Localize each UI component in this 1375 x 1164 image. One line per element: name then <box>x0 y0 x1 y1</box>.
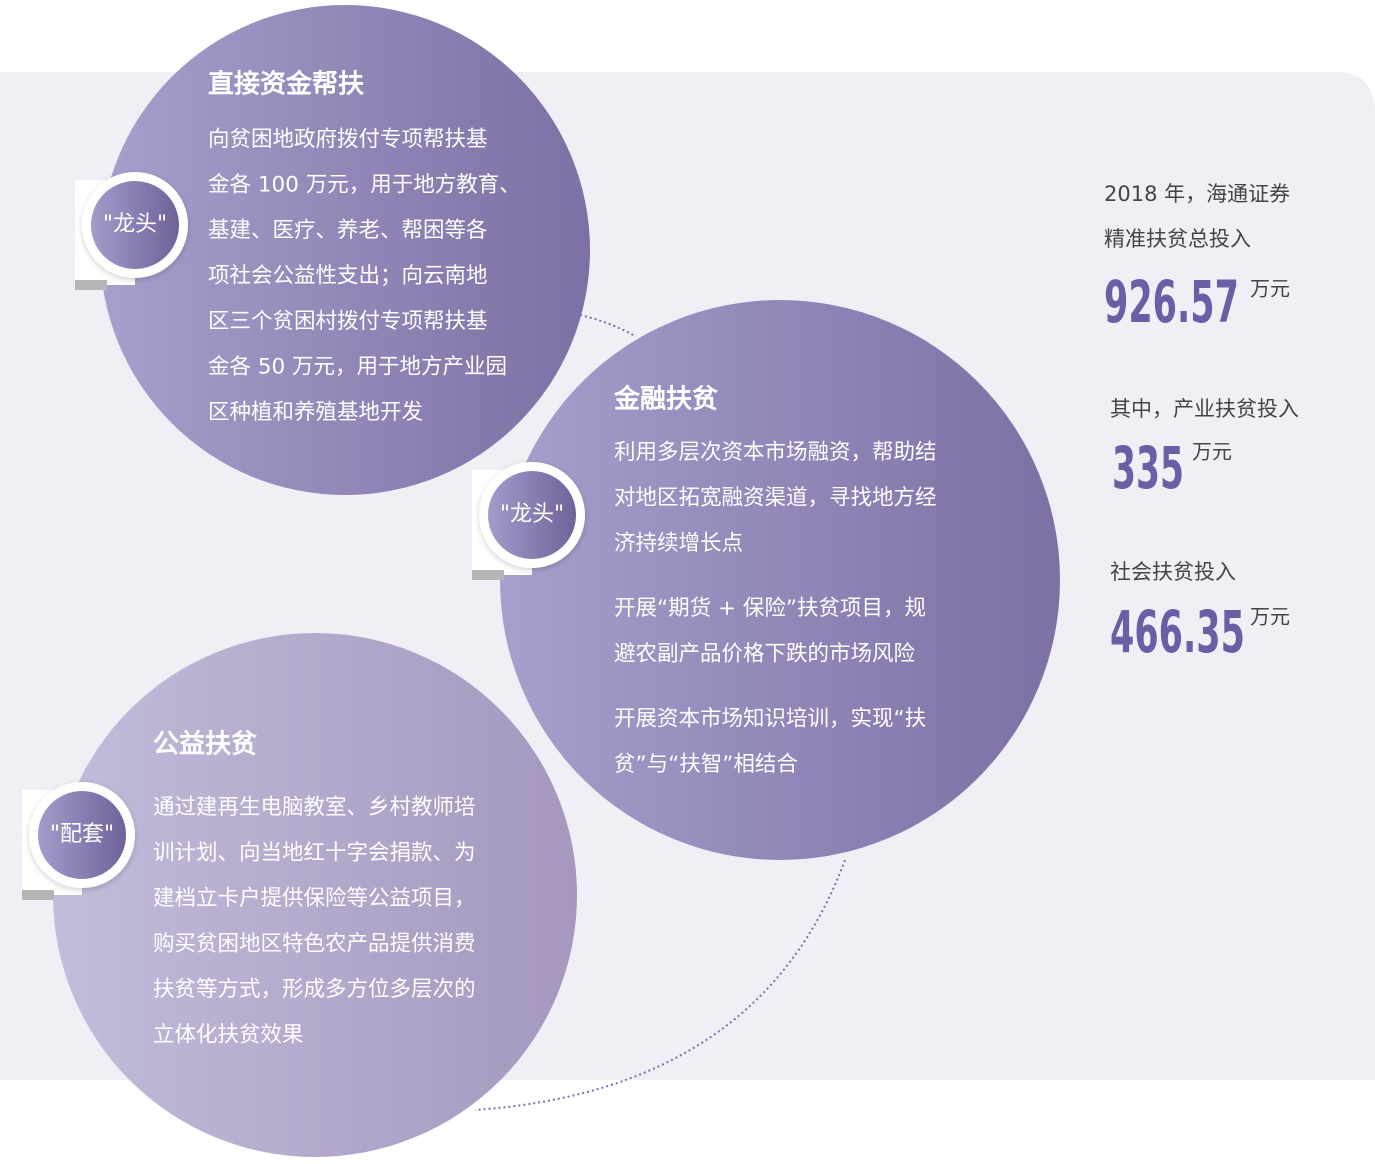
body-line: 济持续增长点 <box>614 531 743 556</box>
badge-foot <box>472 570 504 580</box>
section-circle <box>100 5 590 495</box>
stat-unit: 万元 <box>1250 605 1290 629</box>
body-line: 基建、医疗、养老、帮困等各 <box>208 218 488 243</box>
body-line: 立体化扶贫效果 <box>153 1023 304 1048</box>
body-line: 区三个贫困村拨付专项帮扶基 <box>208 309 488 334</box>
badge-foot <box>75 280 107 290</box>
stat-intro: 2018 年，海通证券 <box>1104 182 1290 206</box>
stat-unit: 万元 <box>1250 277 1290 301</box>
body-line: 区种植和养殖基地开发 <box>208 400 423 425</box>
badge <box>38 791 126 879</box>
section-circle <box>53 633 577 1157</box>
body-line: 通过建再生电脑教室、乡村教师培 <box>153 795 476 820</box>
body-line: 对地区拓宽融资渠道，寻找地方经 <box>614 486 937 511</box>
body-line: 购买贫困地区特色农产品提供消费 <box>153 932 476 957</box>
stat-unit: 万元 <box>1192 440 1232 464</box>
body-line: 项社会公益性支出；向云南地 <box>208 264 488 289</box>
section-title: 直接资金帮扶 <box>208 69 364 100</box>
stat-value: 926.57 <box>1104 268 1239 336</box>
body-line: 训计划、向当地红十字会捐款、为 <box>153 841 476 866</box>
stat-value: 466.35 <box>1110 598 1245 666</box>
body-line: 金各 100 万元，用于地方教育、 <box>208 173 521 198</box>
badge <box>488 471 576 559</box>
stat-value: 335 <box>1112 434 1184 502</box>
connector <box>579 314 636 337</box>
badge-label: "配套" <box>50 822 114 847</box>
badge-foot <box>22 890 54 900</box>
body-line: 开展“期货 + 保险”扶贫项目，规 <box>614 596 926 621</box>
stat-label: 社会扶贫投入 <box>1110 560 1236 584</box>
section-circle <box>500 300 1060 860</box>
stat-intro: 精准扶贫总投入 <box>1104 227 1251 251</box>
body-line: 利用多层次资本市场融资，帮助结 <box>614 440 937 465</box>
body-line: 开展资本市场知识培训，实现“扶 <box>614 707 926 732</box>
badge <box>91 181 179 269</box>
body-line: 避农副产品价格下跌的市场风险 <box>614 642 916 667</box>
body-line: 扶贫等方式，形成多方位多层次的 <box>153 977 476 1002</box>
section-title: 公益扶贫 <box>153 729 257 760</box>
body-line: 向贫困地政府拨付专项帮扶基 <box>208 127 488 152</box>
stat-label: 其中，产业扶贫投入 <box>1110 397 1299 421</box>
badge-label: "龙头" <box>500 502 564 527</box>
connector <box>474 859 846 1111</box>
badge-label: "龙头" <box>103 212 167 237</box>
body-line: 建档立卡户提供保险等公益项目， <box>153 886 476 911</box>
section-title: 金融扶贫 <box>613 384 718 415</box>
body-line: 金各 50 万元，用于地方产业园 <box>208 355 507 380</box>
body-line: 贫”与“扶智”相结合 <box>614 752 798 777</box>
